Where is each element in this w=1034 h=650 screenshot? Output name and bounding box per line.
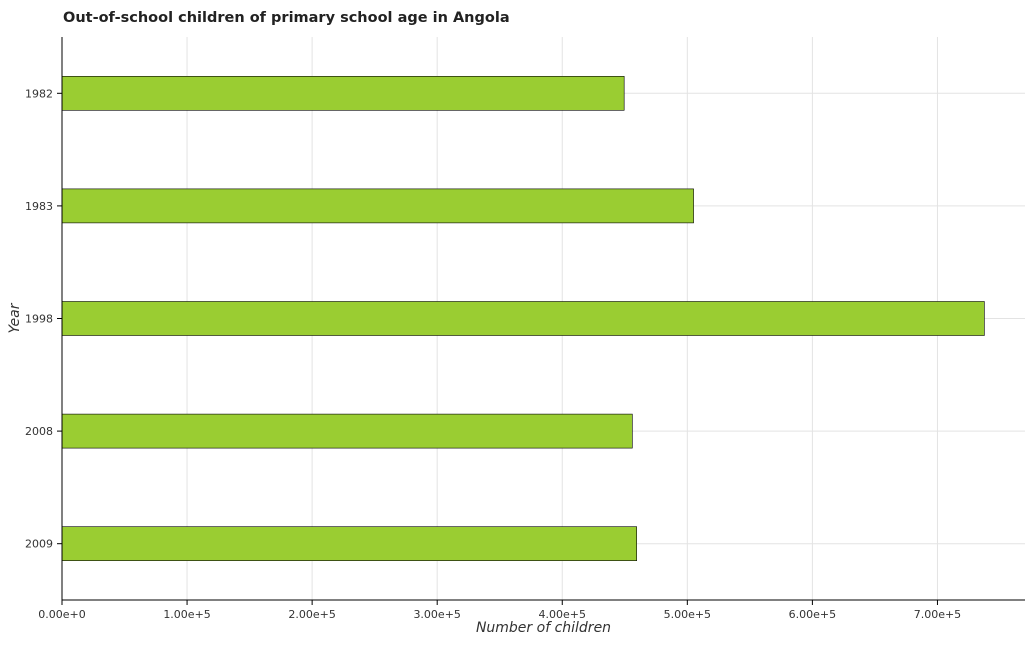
x-axis-title: Number of children <box>476 620 611 636</box>
x-tick-label: 6.00e+5 <box>789 608 836 621</box>
bar-1982 <box>61 76 625 111</box>
y-tick-label: 1983 <box>25 200 53 213</box>
chart-title: Out-of-school children of primary school… <box>63 10 510 26</box>
bar-1983 <box>61 188 694 224</box>
x-tick-label: 2.00e+5 <box>288 608 335 621</box>
bars <box>61 76 985 562</box>
bar-2009 <box>61 526 637 562</box>
y-tick-label: 1998 <box>25 313 53 326</box>
x-tick-label: 7.00e+5 <box>914 608 961 621</box>
bar-2008 <box>61 413 633 449</box>
y-tick-label: 2009 <box>25 538 53 551</box>
y-tick-label: 1982 <box>25 87 53 100</box>
x-tick-label: 3.00e+5 <box>413 608 460 621</box>
y-axis-title: Year <box>7 302 23 333</box>
axes: 0.00e+0 1.00e+5 2.00e+5 3.00e+5 4.00e+5 5.00e… <box>25 37 1025 621</box>
y-tick-label: 2008 <box>25 425 53 438</box>
bar-1998 <box>61 301 985 336</box>
x-tick-label: 0.00e+0 <box>38 608 85 621</box>
x-tick-label: 4.00e+5 <box>539 608 586 621</box>
x-tick-label: 1.00e+5 <box>163 608 210 621</box>
x-tick-label: 5.00e+5 <box>664 608 711 621</box>
